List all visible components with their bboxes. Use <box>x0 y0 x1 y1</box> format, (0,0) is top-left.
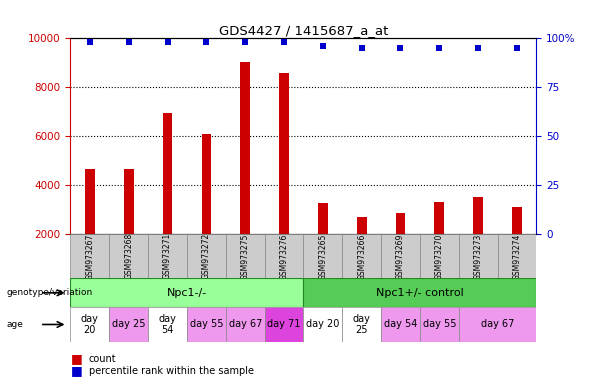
Bar <box>70 278 303 307</box>
Text: day 55: day 55 <box>422 319 456 329</box>
Bar <box>148 307 187 342</box>
Text: GSM973267: GSM973267 <box>85 233 94 280</box>
Text: day 67: day 67 <box>229 319 262 329</box>
Bar <box>240 62 250 283</box>
Bar <box>202 134 211 283</box>
Text: percentile rank within the sample: percentile rank within the sample <box>89 366 254 376</box>
Bar <box>265 307 303 342</box>
Point <box>279 39 289 45</box>
Text: day
25: day 25 <box>352 314 371 335</box>
Bar <box>420 307 459 342</box>
Text: Npc1-/-: Npc1-/- <box>167 288 207 298</box>
Bar <box>279 73 289 283</box>
Text: day
54: day 54 <box>159 314 177 335</box>
Point <box>85 39 95 45</box>
Bar <box>342 307 381 342</box>
Bar <box>459 234 498 278</box>
Bar <box>395 213 405 283</box>
Point <box>473 45 483 51</box>
Point <box>435 45 444 51</box>
Bar <box>226 307 265 342</box>
Text: day 20: day 20 <box>306 319 340 329</box>
Point <box>162 39 172 45</box>
Bar <box>148 234 187 278</box>
Text: GSM973265: GSM973265 <box>318 233 327 280</box>
Text: GSM973268: GSM973268 <box>124 233 133 280</box>
Point <box>395 45 405 51</box>
Bar <box>303 234 342 278</box>
Bar <box>70 234 109 278</box>
Bar <box>187 307 226 342</box>
Text: GSM973271: GSM973271 <box>163 233 172 280</box>
Bar <box>435 202 444 283</box>
Bar <box>498 234 536 278</box>
Bar <box>512 207 522 283</box>
Bar <box>109 234 148 278</box>
Point <box>124 39 134 45</box>
Bar <box>459 307 536 342</box>
Bar <box>70 307 109 342</box>
Text: day 54: day 54 <box>384 319 417 329</box>
Point <box>202 39 211 45</box>
Text: genotype/variation: genotype/variation <box>6 288 93 297</box>
Bar <box>381 234 420 278</box>
Text: GSM973276: GSM973276 <box>280 233 289 280</box>
Text: GSM973270: GSM973270 <box>435 233 444 280</box>
Text: Npc1+/- control: Npc1+/- control <box>376 288 464 298</box>
Bar <box>381 307 420 342</box>
Text: age: age <box>6 320 23 329</box>
Bar <box>318 203 328 283</box>
Bar <box>124 169 134 283</box>
Bar <box>303 278 536 307</box>
Text: GSM973274: GSM973274 <box>512 233 522 280</box>
Point <box>512 45 522 51</box>
Bar <box>109 307 148 342</box>
Text: day 55: day 55 <box>189 319 223 329</box>
Bar <box>303 307 342 342</box>
Bar <box>85 169 95 283</box>
Bar <box>265 234 303 278</box>
Bar <box>473 197 483 283</box>
Text: day
20: day 20 <box>81 314 99 335</box>
Bar <box>342 234 381 278</box>
Point <box>357 45 367 51</box>
Bar <box>420 234 459 278</box>
Bar <box>226 234 265 278</box>
Bar <box>187 234 226 278</box>
Bar <box>357 217 367 283</box>
Text: GSM973273: GSM973273 <box>474 233 482 280</box>
Title: GDS4427 / 1415687_a_at: GDS4427 / 1415687_a_at <box>219 24 388 37</box>
Text: GSM973272: GSM973272 <box>202 233 211 280</box>
Text: GSM973266: GSM973266 <box>357 233 366 280</box>
Text: count: count <box>89 354 116 364</box>
Bar <box>162 113 172 283</box>
Text: GSM973275: GSM973275 <box>241 233 249 280</box>
Point <box>240 39 250 45</box>
Text: GSM973269: GSM973269 <box>396 233 405 280</box>
Text: day 67: day 67 <box>481 319 514 329</box>
Text: day 25: day 25 <box>112 319 145 329</box>
Point <box>318 43 328 49</box>
Text: day 71: day 71 <box>267 319 301 329</box>
Text: ■: ■ <box>70 364 82 377</box>
Text: ■: ■ <box>70 353 82 366</box>
